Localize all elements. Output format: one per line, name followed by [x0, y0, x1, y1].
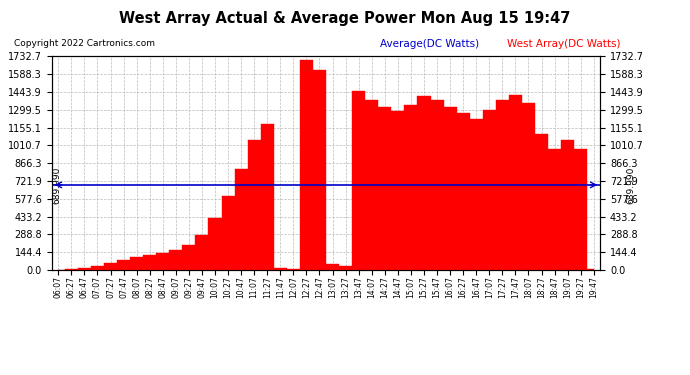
Text: Average(DC Watts): Average(DC Watts): [380, 39, 479, 50]
Text: 689.990: 689.990: [52, 166, 61, 204]
Text: West Array(DC Watts): West Array(DC Watts): [507, 39, 620, 50]
Text: Copyright 2022 Cartronics.com: Copyright 2022 Cartronics.com: [14, 39, 155, 48]
Text: 689.990: 689.990: [626, 166, 635, 204]
Text: West Array Actual & Average Power Mon Aug 15 19:47: West Array Actual & Average Power Mon Au…: [119, 11, 571, 26]
